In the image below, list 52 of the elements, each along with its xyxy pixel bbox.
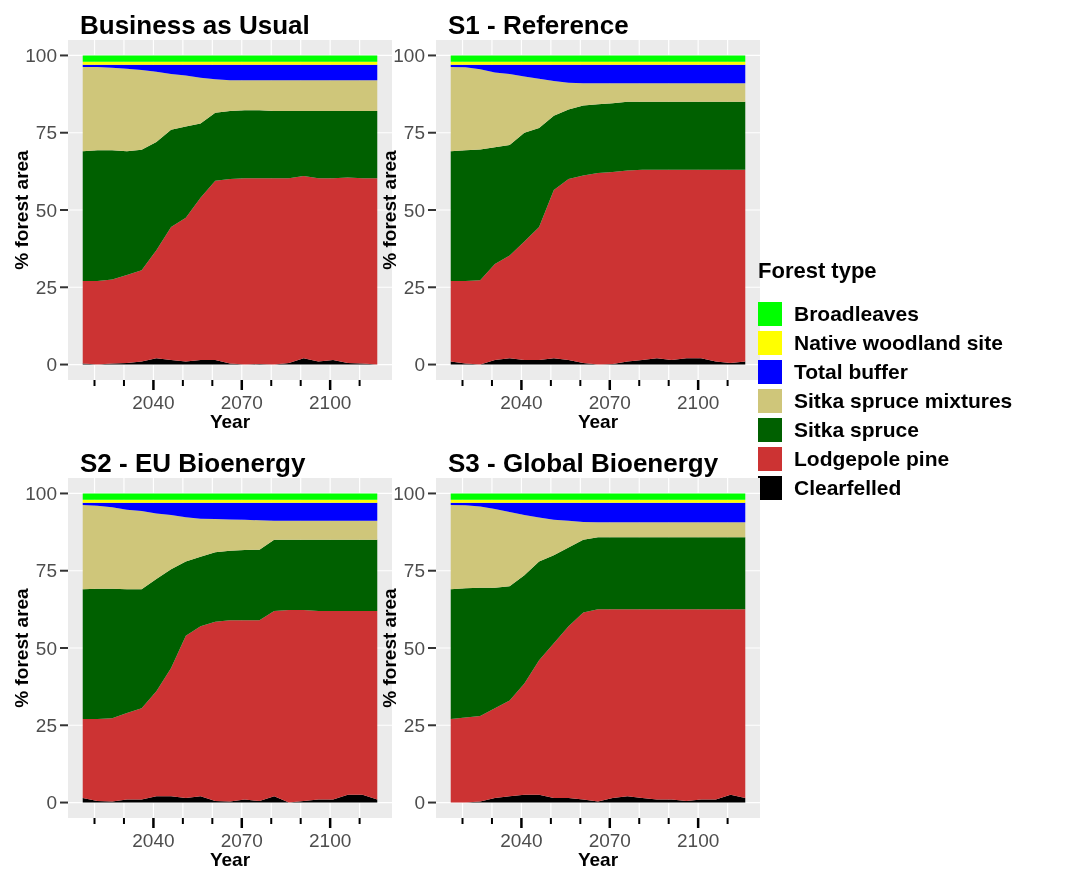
chart-title: S2 - EU Bioenergy (80, 448, 306, 478)
y-axis-title: % forest area (11, 149, 32, 270)
legend-title: Forest type (758, 258, 877, 283)
y-tick-label: 100 (393, 45, 425, 67)
chart-title: S1 - Reference (448, 10, 629, 40)
x-tick-label: 2040 (500, 830, 543, 851)
x-tick-label: 2070 (220, 830, 263, 851)
legend-label: Total buffer (794, 360, 908, 384)
y-tick-label: 50 (35, 637, 57, 659)
legend-label: Sitka spruce mixtures (794, 389, 1013, 413)
legend-label: Sitka spruce (794, 418, 919, 442)
chart-title: S3 - Global Bioenergy (448, 448, 719, 478)
y-tick-label: 100 (25, 483, 57, 505)
y-tick-label: 50 (403, 199, 425, 221)
y-tick-label: 0 (46, 354, 57, 376)
y-tick-label: 25 (35, 276, 57, 298)
y-tick-label: 50 (403, 637, 425, 659)
x-tick-label: 2040 (132, 830, 175, 851)
x-tick-label: 2100 (677, 392, 720, 413)
y-tick-label: 75 (35, 560, 57, 582)
legend-label: Native woodland site (794, 331, 1003, 355)
y-tick-label: 0 (46, 792, 57, 814)
legend-label: Broadleaves (794, 302, 919, 326)
x-tick-label: 2100 (309, 392, 352, 413)
y-tick-label: 100 (393, 483, 425, 505)
y-axis-title: % forest area (11, 587, 32, 708)
y-tick-label: 25 (35, 714, 57, 736)
x-axis-title: Year (209, 849, 251, 870)
y-tick-label: 75 (403, 560, 425, 582)
x-tick-label: 2040 (132, 392, 175, 413)
x-axis-title: Year (577, 849, 619, 870)
y-tick-label: 50 (35, 199, 57, 221)
y-tick-label: 0 (414, 354, 425, 376)
y-tick-label: 25 (403, 276, 425, 298)
x-tick-label: 2100 (677, 830, 720, 851)
x-tick-label: 2100 (309, 830, 352, 851)
x-tick-label: 2070 (220, 392, 263, 413)
y-axis-title: % forest area (379, 149, 400, 270)
x-tick-label: 2040 (500, 392, 543, 413)
y-axis-title: % forest area (379, 587, 400, 708)
legend-label: Lodgepole pine (794, 447, 950, 471)
chart-title: Business as Usual (80, 10, 310, 40)
y-tick-label: 75 (403, 122, 425, 144)
legend-label: Clearfelled (794, 476, 902, 500)
y-tick-label: 75 (35, 122, 57, 144)
y-tick-label: 25 (403, 714, 425, 736)
x-axis-title: Year (209, 411, 251, 432)
x-axis-title: Year (577, 411, 619, 432)
y-tick-label: 100 (25, 45, 57, 67)
y-tick-label: 0 (414, 792, 425, 814)
x-tick-label: 2070 (588, 392, 631, 413)
x-tick-label: 2070 (588, 830, 631, 851)
